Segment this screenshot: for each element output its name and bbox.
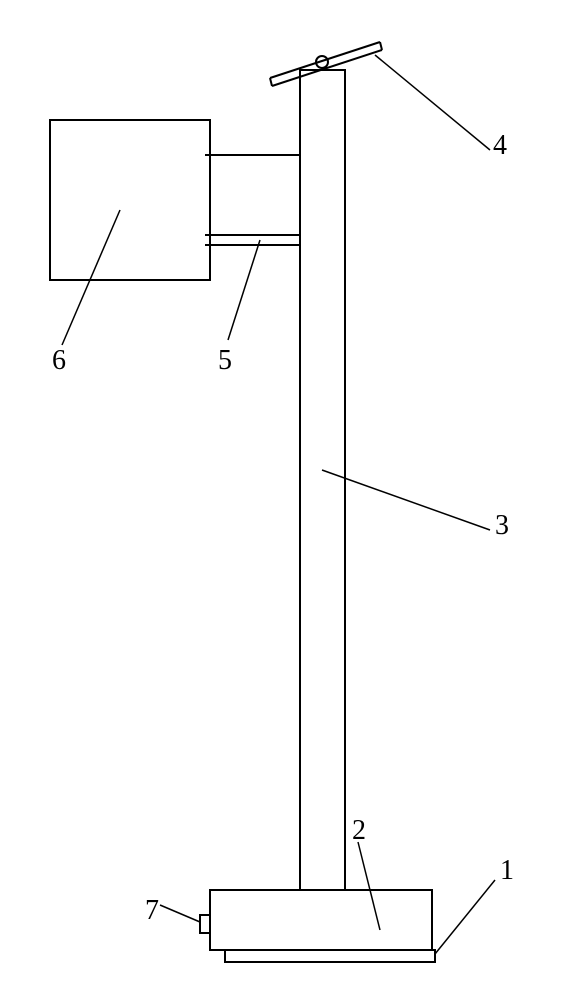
label-7: 7 xyxy=(145,895,159,927)
leader-3 xyxy=(322,470,490,530)
panel-left-cap xyxy=(270,78,272,86)
pole xyxy=(300,70,345,890)
side-nub xyxy=(200,915,210,933)
panel-bottom-edge xyxy=(272,50,382,86)
panel-top-edge xyxy=(270,42,380,78)
leader-2 xyxy=(358,842,380,930)
leader-5 xyxy=(228,240,260,340)
structure xyxy=(50,42,435,962)
label-2: 2 xyxy=(352,815,366,847)
label-6: 6 xyxy=(52,345,66,377)
leader-1 xyxy=(435,880,495,954)
label-5: 5 xyxy=(218,345,232,377)
panel-right-cap xyxy=(380,42,382,50)
label-1: 1 xyxy=(500,855,514,887)
label-3: 3 xyxy=(495,510,509,542)
leader-7 xyxy=(160,905,200,922)
leader-6 xyxy=(62,210,120,345)
base-plate xyxy=(225,950,435,962)
diagram-canvas xyxy=(0,0,568,1000)
sign-box xyxy=(50,120,210,280)
label-4: 4 xyxy=(493,130,507,162)
leader-lines xyxy=(62,55,495,954)
base-box xyxy=(210,890,432,950)
leader-4 xyxy=(375,55,490,150)
